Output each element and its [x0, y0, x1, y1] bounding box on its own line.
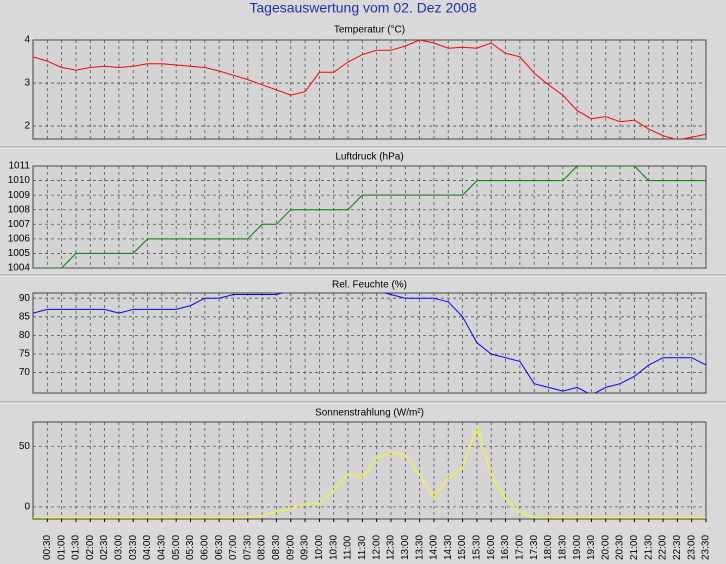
x-tick-label: 12:30 — [386, 535, 397, 560]
y-tick-label: 1005 — [8, 248, 31, 259]
x-tick-label: 10:00 — [314, 535, 325, 560]
x-tick-label: 09:00 — [285, 535, 296, 560]
x-tick-label: 16:30 — [500, 535, 511, 560]
x-tick-label: 21:30 — [643, 535, 654, 560]
y-tick-label: 85 — [19, 311, 31, 322]
x-tick-label: 14:30 — [443, 535, 454, 560]
x-tick-label: 19:30 — [586, 535, 597, 560]
plot-area — [32, 292, 707, 394]
data-line — [33, 40, 706, 139]
chart-title: Sonnenstrahlung (W/m²) — [315, 408, 424, 419]
x-tick-label: 15:30 — [472, 535, 483, 560]
x-tick-label: 07:00 — [228, 535, 239, 560]
x-tick-label: 17:00 — [514, 535, 525, 560]
page-title: Tagesauswertung vom 02. Dez 2008 — [249, 0, 476, 16]
x-tick-label: 03:00 — [114, 535, 125, 560]
y-tick-label: 1010 — [8, 175, 31, 186]
x-tick-label: 23:30 — [701, 535, 712, 560]
x-tick-label: 04:00 — [142, 535, 153, 560]
x-tick-label: 10:30 — [328, 535, 339, 560]
x-tick-label: 06:00 — [199, 535, 210, 560]
x-tick-label: 02:00 — [85, 535, 96, 560]
x-tick-label: 17:30 — [529, 535, 540, 560]
y-tick-label: 1007 — [8, 219, 31, 230]
chart-title: Luftdruck (hPa) — [335, 152, 403, 163]
x-tick-label: 21:00 — [629, 535, 640, 560]
y-tick-label: 1011 — [8, 161, 30, 172]
x-tick-label: 00:30 — [42, 535, 53, 560]
y-tick-label: 1008 — [8, 204, 31, 215]
x-tick-label: 07:30 — [242, 535, 253, 560]
data-line — [33, 166, 706, 268]
y-tick-label: 75 — [19, 349, 31, 360]
x-tick-label: 01:30 — [71, 535, 82, 560]
chart-title: Temperatur (°C) — [334, 25, 405, 36]
x-tick-label: 05:30 — [185, 535, 196, 560]
x-tick-label: 04:30 — [157, 535, 168, 560]
x-tick-label: 18:00 — [543, 535, 554, 560]
y-tick-label: 1009 — [8, 190, 31, 201]
data-line — [33, 293, 706, 393]
x-tick-label: 11:00 — [343, 535, 354, 560]
x-tick-label: 05:00 — [171, 535, 182, 560]
x-tick-label: 23:00 — [686, 535, 697, 560]
y-tick-label: 3 — [24, 78, 30, 89]
x-tick-label: 06:30 — [214, 535, 225, 560]
x-tick-label: 02:30 — [99, 535, 110, 560]
x-tick-label: 01:00 — [56, 535, 67, 560]
x-tick-label: 12:00 — [371, 535, 382, 560]
x-tick-label: 14:00 — [429, 535, 440, 560]
y-tick-label: 70 — [19, 367, 31, 378]
y-tick-label: 1004 — [8, 263, 31, 274]
x-tick-label: 09:30 — [300, 535, 311, 560]
x-tick-label: 08:00 — [257, 535, 268, 560]
y-tick-label: 0 — [24, 502, 30, 513]
y-tick-label: 1006 — [8, 233, 31, 244]
y-tick-label: 50 — [19, 441, 31, 452]
y-tick-label: 2 — [24, 121, 30, 132]
x-tick-label: 20:00 — [600, 535, 611, 560]
plot-area — [32, 421, 707, 520]
x-tick-label: 11:30 — [357, 535, 368, 560]
x-tick-label: 22:30 — [672, 535, 683, 560]
y-tick-label: 80 — [19, 330, 31, 341]
chart-title: Rel. Feuchte (%) — [332, 280, 407, 291]
x-tick-label: 19:00 — [572, 535, 583, 560]
x-tick-label: 15:00 — [457, 535, 468, 560]
x-tick-label: 16:00 — [486, 535, 497, 560]
data-line — [33, 425, 706, 519]
x-tick-label: 13:30 — [414, 535, 425, 560]
x-tick-label: 03:30 — [128, 535, 139, 560]
x-tick-label: 20:30 — [615, 535, 626, 560]
y-tick-label: 90 — [19, 293, 31, 304]
x-tick-label: 22:00 — [658, 535, 669, 560]
y-tick-label: 4 — [24, 35, 30, 46]
x-tick-label: 18:30 — [557, 535, 568, 560]
plot-area — [32, 165, 707, 269]
x-tick-label: 13:00 — [400, 535, 411, 560]
plot-area — [32, 39, 707, 140]
x-tick-label: 08:30 — [271, 535, 282, 560]
